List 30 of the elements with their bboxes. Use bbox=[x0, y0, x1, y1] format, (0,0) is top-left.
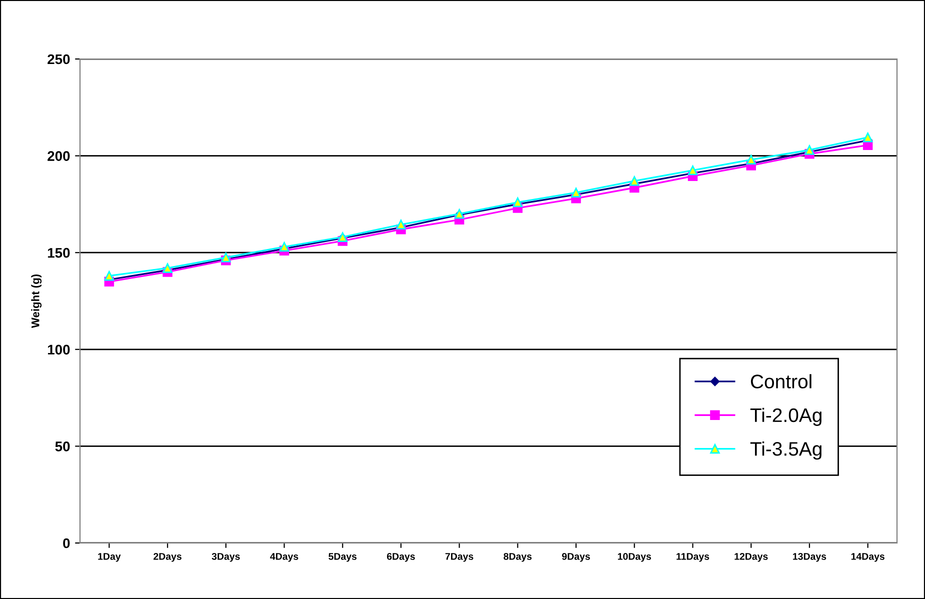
x-tick-label: 5Days bbox=[328, 553, 357, 562]
x-tick-label: 7Days bbox=[445, 553, 474, 562]
y-tick-label: 200 bbox=[48, 151, 70, 161]
point bbox=[746, 154, 756, 165]
x-tick-label: 10Days bbox=[618, 552, 652, 562]
y-tick-label: 250 bbox=[48, 54, 70, 64]
x-tick-label: 12Days bbox=[734, 552, 768, 562]
x-tick-label: 2Days bbox=[154, 552, 182, 562]
x-tick-label: 11Days bbox=[676, 553, 710, 562]
y-tick-label: 0 bbox=[63, 538, 70, 548]
x-tick-label: 13Days bbox=[793, 552, 826, 562]
point bbox=[630, 176, 640, 186]
point bbox=[688, 165, 698, 176]
x-tick-label: 14Days bbox=[851, 553, 884, 562]
point bbox=[104, 270, 114, 281]
x-tick-label: 8Days bbox=[504, 552, 532, 562]
legend-label: Ti-2.0Ag bbox=[750, 408, 822, 426]
point bbox=[396, 220, 406, 230]
legend-label: Control bbox=[750, 374, 812, 388]
x-tick-label: 1Day bbox=[98, 553, 121, 562]
y-tick-label: 100 bbox=[48, 344, 70, 355]
y-axis-title: Weight (g) bbox=[31, 274, 42, 328]
x-tick-label: 6Days bbox=[386, 552, 415, 562]
point bbox=[862, 132, 873, 142]
x-tick-label: 3Days bbox=[212, 552, 240, 562]
y-tick-label: 150 bbox=[48, 248, 70, 258]
x-tick-label: 9Days bbox=[562, 552, 590, 562]
y-tick-label: 50 bbox=[55, 442, 70, 452]
x-tick-label: 4Days bbox=[270, 553, 298, 562]
legend-label: Ti-3.5Ag bbox=[750, 442, 822, 460]
